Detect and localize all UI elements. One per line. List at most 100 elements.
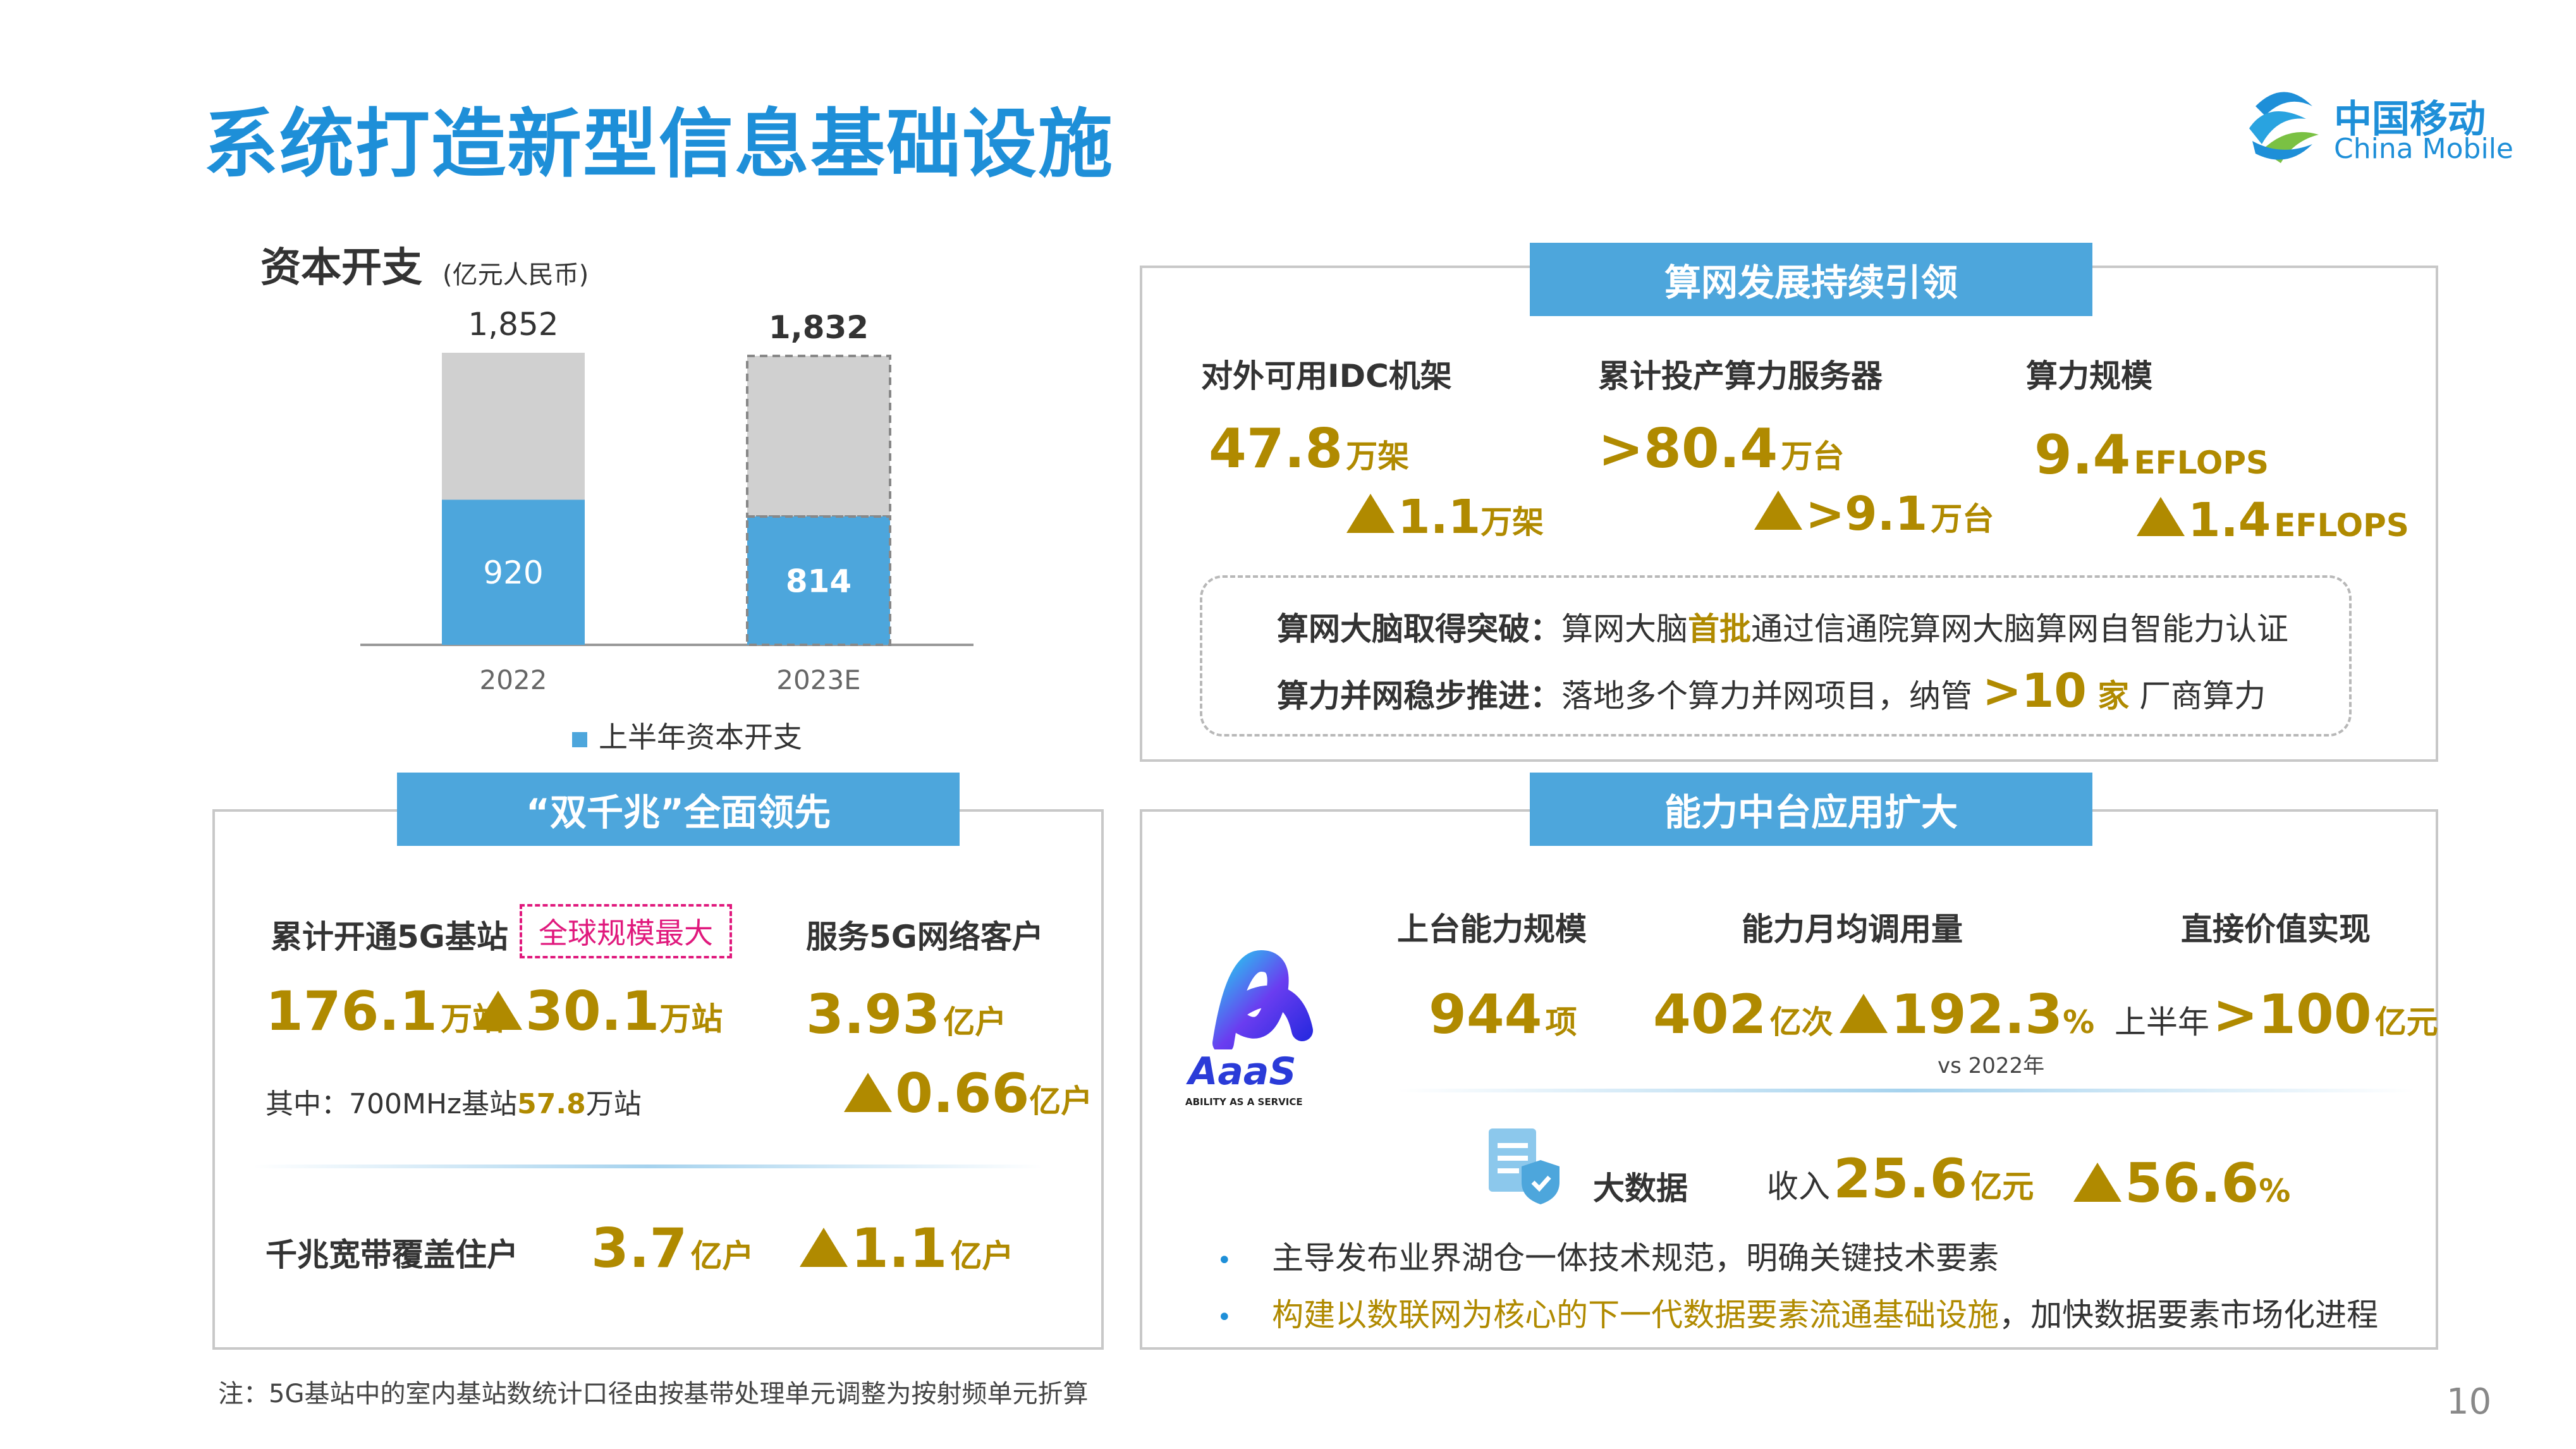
up-triangle-icon [1754, 491, 1802, 530]
scale-unit: EFLOPS [2133, 444, 2269, 481]
compute-header: 算网发展持续引领 [1530, 243, 2092, 316]
cap2-vs: vs 2022年 [1938, 1053, 2045, 1079]
aaas-logo-sub: ABILITY AS A SERVICE [1185, 1096, 1303, 1108]
cap2-unit: 亿次 [1769, 1004, 1833, 1041]
badge-global-largest: 全球规模最大 [520, 904, 732, 958]
scale-inc: 1.4 [2188, 493, 2271, 547]
server-label: 累计投产算力服务器 [1598, 358, 1883, 394]
note1-label: 算网大脑取得突破： [1277, 611, 1561, 647]
server-unit: 万台 [1781, 438, 1845, 475]
bar-total-2023E: 1,832 [769, 309, 869, 346]
aaas-logo-text: AaaS [1188, 1049, 1297, 1094]
bar-remaining-2023E [746, 354, 891, 518]
up-triangle-icon [2137, 497, 2185, 536]
x-tick-2023E: 2023E [776, 664, 860, 695]
up-triangle-icon [800, 1228, 848, 1267]
capability-header: 能力中台应用扩大 [1530, 773, 2092, 846]
note2-num: >10 [1982, 664, 2087, 718]
capex-legend: 上半年资本开支 [572, 714, 802, 756]
sub-a: 其中：700MHz基站 [266, 1088, 518, 1120]
idc-value: 47.8 万架 [1209, 417, 1409, 480]
bar-label-2023E: 814 [786, 563, 852, 599]
up-triangle-icon [2073, 1163, 2121, 1202]
compute-note-2: 算力并网稳步推进：落地多个算力并网项目，纳管 >10 家 厂商算力 [1277, 664, 2266, 718]
capability-divider [1397, 1089, 2415, 1092]
compute-notes-box [1200, 575, 2352, 737]
legend-label: 上半年资本开支 [599, 720, 802, 754]
up-triangle-icon [1840, 994, 1888, 1033]
up-triangle-icon [844, 1073, 892, 1112]
note2-unit: 家 [2086, 678, 2130, 714]
cap3-label: 直接价值实现 [2181, 911, 2371, 948]
bb-increase: 1.1 亿户 [800, 1217, 1014, 1280]
cap2-value: 402 亿次 [1653, 983, 1833, 1046]
bb-unit: 亿户 [690, 1238, 754, 1275]
compute-note-1: 算网大脑取得突破：算网大脑首批通过信通院算网大脑算网自智能力认证 [1277, 604, 2288, 649]
bullet-2-hl: 构建以数联网为核心的下一代数据要素流通基础设施 [1272, 1297, 1999, 1333]
bar-label-2022: 920 [483, 554, 543, 591]
server-increase: >9.1 万台 [1754, 487, 1994, 541]
x-tick-2022: 2022 [480, 664, 547, 695]
cust-inc-unit: 亿户 [1029, 1083, 1093, 1120]
legend-swatch [572, 732, 587, 747]
cust-value: 3.93 亿户 [806, 983, 1006, 1046]
bs-label: 累计开通5G基站 [271, 919, 508, 955]
bullet-dot-icon: • [1217, 1303, 1232, 1332]
cap3-number: >100 [2213, 983, 2372, 1046]
idc-increase: 1.1万架 [1346, 490, 1544, 544]
sub-num: 57.8 [517, 1088, 586, 1120]
cap2-increase: 192.3% [1840, 983, 2094, 1046]
cust-label: 服务5G网络客户 [806, 919, 1044, 955]
idc-label: 对外可用IDC机架 [1201, 358, 1452, 394]
note2-label: 算力并网稳步推进： [1277, 678, 1561, 714]
cap2-inc: 192.3 [1891, 983, 2063, 1046]
cust-increase: 0.66亿户 [844, 1062, 1092, 1125]
up-triangle-icon [1346, 494, 1395, 533]
page-title: 系统打造新型信息基础设施 [204, 101, 1114, 188]
footnote: 注：5G基站中的室内基站数统计口径由按基带处理单元调整为按射频单元折算 [218, 1379, 1089, 1409]
bigdata-pre: 收入 [1767, 1168, 1830, 1205]
note1-a: 算网大脑 [1561, 611, 1688, 647]
note2-a: 落地多个算力并网项目，纳管 [1561, 678, 1982, 714]
bigdata-unit: 亿元 [1970, 1168, 2034, 1205]
cust-unit: 亿户 [943, 1004, 1007, 1041]
sub-b: 万站 [585, 1088, 642, 1120]
bar-h1-2023E [746, 515, 891, 646]
bs-increase: 30.1万站 [474, 980, 723, 1043]
cap1-label: 上台能力规模 [1397, 911, 1587, 948]
bs-value: 176.1 万站 [266, 980, 504, 1043]
scale-increase: 1.4 EFLOPS [2137, 493, 2409, 547]
bb-label: 千兆宽带覆盖住户 [266, 1237, 518, 1273]
bb-inc-unit: 亿户 [950, 1238, 1014, 1275]
capex-chart: 920 1,852 2022 814 1,832 2023E [360, 306, 974, 695]
bs-number: 176.1 [266, 980, 438, 1043]
cust-inc: 0.66 [895, 1062, 1030, 1125]
bullet-1: • 主导发布业界湖仓一体技术规范，明确关键技术要素 [1217, 1233, 1999, 1278]
note1-hl: 首批 [1688, 611, 1751, 647]
idc-inc: 1.1 [1398, 490, 1481, 544]
cap3-value: 上半年 >100 亿元 [2115, 983, 2438, 1046]
scale-value: 9.4 EFLOPS [2034, 424, 2269, 487]
idc-number: 47.8 [1209, 417, 1343, 480]
bigdata-label: 大数据 [1593, 1170, 1688, 1207]
bigdata-revenue: 收入 25.6 亿元 [1767, 1147, 2034, 1211]
server-value: >80.4 万台 [1598, 417, 1844, 480]
idc-unit: 万架 [1346, 438, 1410, 475]
bs-sub: 其中：700MHz基站57.8万站 [266, 1081, 642, 1122]
document-shield-icon [1489, 1128, 1560, 1204]
aaas-logo-icon [1212, 950, 1313, 1049]
gigabit-header: “双千兆”全面领先 [397, 773, 960, 846]
capex-unit: (亿元人民币) [443, 260, 589, 290]
capex-title: 资本开支 [260, 245, 422, 291]
bigdata-inc: 56.6 [2125, 1152, 2259, 1215]
bullet-1-text: 主导发布业界湖仓一体技术规范，明确关键技术要素 [1272, 1240, 1999, 1276]
server-inc: >9.1 [1805, 487, 1928, 541]
bullet-dot-icon: • [1217, 1246, 1232, 1275]
bb-number: 3.7 [591, 1217, 688, 1280]
bs-inc-unit: 万站 [659, 1001, 723, 1037]
gigabit-divider [253, 1165, 1043, 1168]
bs-inc: 30.1 [525, 980, 660, 1043]
scale-number: 9.4 [2034, 424, 2131, 487]
bullet-2: • 构建以数联网为核心的下一代数据要素流通基础设施，加快数据要素市场化进程 [1217, 1290, 2378, 1335]
page-number: 10 [2446, 1381, 2492, 1422]
